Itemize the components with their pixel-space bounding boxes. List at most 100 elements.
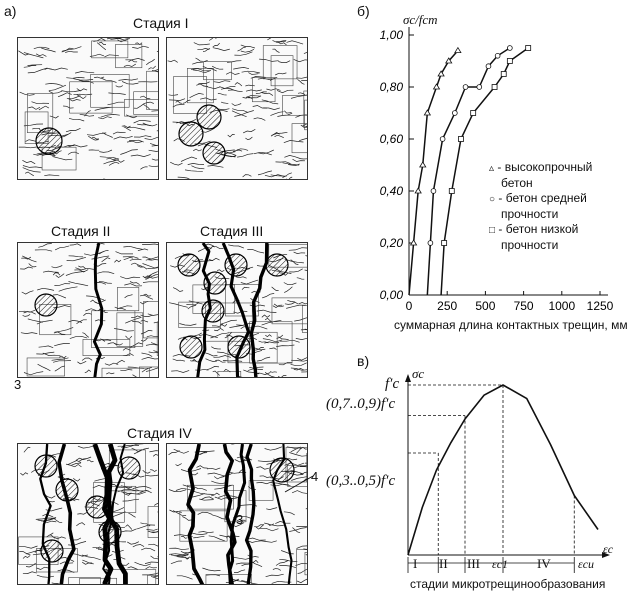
grain-stroke [90,299,98,304]
chart-b-point-triangle [454,46,462,53]
grain-stroke [283,511,295,516]
grain-stroke [48,90,63,94]
grain-stroke [209,38,217,41]
grain-stroke [86,459,94,463]
aggregate-outline [252,77,276,103]
crack-pattern-1b [167,38,307,179]
grain-stroke [247,249,265,254]
grain-stroke [73,93,93,96]
callout-4: 4 [311,469,319,484]
grain-stroke [53,150,62,155]
grain-stroke [142,263,158,269]
grain-stroke [296,277,305,280]
grain-stroke [65,50,78,53]
grain-stroke [246,540,262,543]
grain-stroke [274,134,284,139]
grain-stroke [232,556,253,560]
grain-stroke [170,161,183,166]
grain-stroke [141,547,156,552]
grain-stroke [151,158,158,161]
grain-stroke [253,117,266,121]
grain-stroke [135,42,143,46]
grain-stroke [294,317,307,322]
grain-stroke [27,67,48,74]
chart-b-xlabel: суммарная длина контактных трещин, мм [394,318,627,332]
grain-stroke [126,114,137,119]
grain-stroke [193,535,205,539]
grain-stroke [200,97,217,101]
grain-stroke [196,83,208,87]
stage-title-2: Стадия II [51,223,111,239]
grain-stroke [132,374,137,377]
grain-stroke [284,110,292,114]
grain-stroke [68,255,84,258]
crack-pattern-4b [168,444,307,584]
chart-b-x-tick-label: 500 [475,299,495,313]
grain-stroke [81,554,101,561]
crack-line [228,444,247,584]
grain-stroke [48,67,68,71]
grain-stroke [262,338,283,343]
aggregate-outline [262,45,298,80]
grain-stroke [23,52,44,59]
stage-label-I: I [413,556,418,571]
chart-v-ec1-label: εc1 [492,557,509,571]
grain-stroke [113,136,133,140]
grain-stroke [220,101,229,105]
grain-stroke [241,580,259,584]
legend-high-line2: бетон [501,176,533,190]
grain-stroke [20,472,29,476]
grain-stroke [104,54,119,58]
chart-b-y-tick-label: 0,40 [380,184,404,198]
grain-stroke [125,58,145,61]
grain-stroke [59,355,67,359]
aggregate-outline [156,321,158,356]
grain-stroke [103,159,119,165]
grain-stroke [275,72,287,76]
aggregate-outline [303,90,307,128]
grain-stroke [199,451,208,456]
aggregate-outline [139,366,158,377]
grain-stroke [245,89,262,92]
grain-stroke [38,345,54,349]
grain-stroke [77,512,87,515]
grain-stroke [61,90,81,93]
panel-label-b: б) [357,3,370,19]
chart-b-point-square [491,84,498,90]
chart-b-point-triangle [419,161,427,168]
grain-stroke [300,471,307,475]
grain-stroke [201,127,215,133]
grain-stroke [60,132,72,138]
grain-stroke [169,98,186,101]
grain-stroke [277,375,287,377]
grain-stroke [212,47,230,51]
grain-stroke [171,370,190,373]
legend-mid-line2: прочности [501,207,559,221]
chart-b-y-tick-label: 0,60 [380,132,404,146]
grain-stroke [24,171,34,177]
grain-stroke [21,256,32,260]
grain-stroke [68,98,81,102]
grain-stroke [69,335,88,339]
grain-stroke [156,51,158,53]
grain-stroke [236,148,249,151]
grain-stroke [247,95,262,99]
grain-stroke [37,517,56,522]
chart-b-point-triangle [409,239,418,246]
grain-stroke [122,256,139,259]
grain-stroke [52,294,67,299]
grain-stroke [202,48,211,52]
aggregate-outline [304,99,307,131]
grain-stroke [154,503,158,506]
grain-stroke [120,369,133,372]
grain-stroke [22,571,37,574]
grain-stroke [296,578,307,584]
grain-stroke [79,456,92,462]
grain-stroke [122,498,140,502]
grain-stroke [23,446,31,453]
aggregate-circle [34,293,58,317]
grain-stroke [188,300,203,305]
grain-stroke [189,93,204,99]
grain-stroke [220,87,235,91]
grain-stroke [256,356,271,362]
